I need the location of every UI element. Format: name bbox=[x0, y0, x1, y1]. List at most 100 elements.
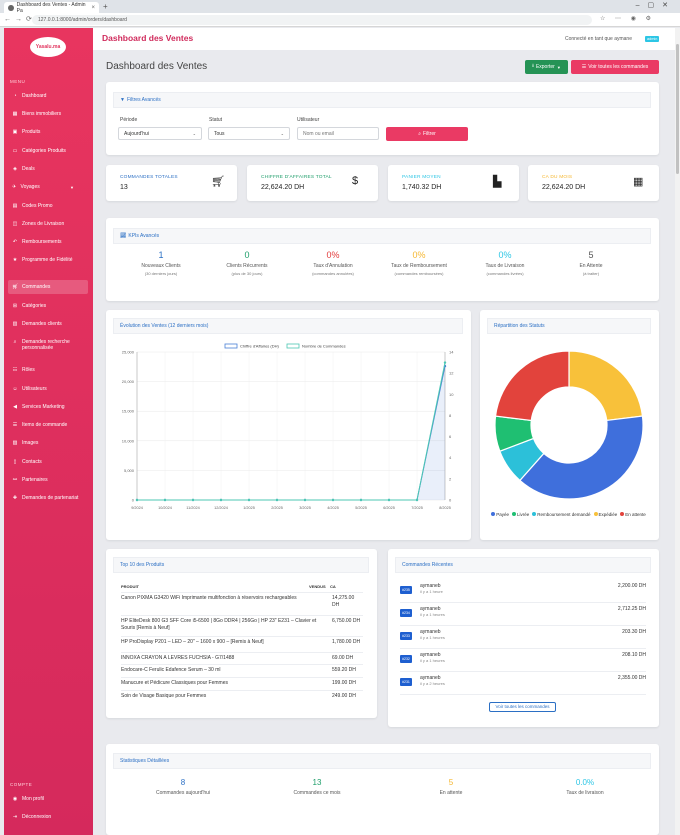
data-point bbox=[163, 498, 167, 502]
sidebar-item-utilisateurs[interactable]: ☺ Utilisateurs bbox=[8, 382, 88, 396]
x-tick-label: 9/2024 bbox=[131, 506, 143, 510]
export-button[interactable]: ⭳ Exporter ▼ bbox=[525, 60, 568, 74]
legend-item-remboursement-demande[interactable]: Remboursement demandé bbox=[532, 512, 591, 517]
scrollbar-thumb[interactable] bbox=[676, 44, 679, 174]
legend-item-payee[interactable]: Payée bbox=[491, 512, 509, 517]
sidebar-item-label: Rôles bbox=[22, 367, 35, 373]
url-input[interactable]: 127.0.0.1:8000/admin/orders/dashboard bbox=[32, 15, 592, 25]
table-row: INNOXA CRAYON A LEVRES FUCHSIA - G7/1488… bbox=[121, 652, 363, 662]
user-search-input[interactable] bbox=[297, 127, 379, 140]
order-user: aymaneb bbox=[420, 583, 441, 589]
stat-card-commandes-totales: COMMANDES TOTALES 13 🛒︎ bbox=[106, 165, 237, 201]
sidebar-item-items-de-commande[interactable]: ☰ Items de commande bbox=[8, 418, 88, 432]
sidebar-item-services-marketing[interactable]: ◀ Services Marketing bbox=[8, 400, 88, 414]
bullhorn-icon: ◀ bbox=[13, 404, 17, 410]
order-id-badge[interactable]: #232 bbox=[400, 655, 412, 663]
sidebar-item-label: Catégories Produits bbox=[22, 148, 66, 154]
sidebar-item-roles[interactable]: ☷ Rôles bbox=[8, 363, 88, 377]
close-tab-icon[interactable]: × bbox=[91, 4, 95, 11]
window-controls[interactable]: –▢✕ bbox=[635, 2, 676, 9]
list-item[interactable]: #233 aymaneb il y a 1 heures 203.30 DH bbox=[400, 626, 646, 649]
search-icon: ⌕ bbox=[418, 131, 422, 137]
legend-label: Remboursement demandé bbox=[537, 512, 591, 517]
order-id-badge[interactable]: #231 bbox=[400, 678, 412, 686]
kpis-title: KPIs Avancés bbox=[128, 233, 160, 239]
top-products-card bbox=[106, 549, 377, 718]
nav-buttons[interactable]: ←→⟳ bbox=[4, 16, 36, 23]
detail-value: 5 bbox=[448, 778, 454, 787]
filter-button[interactable]: ⌕ Filtrer bbox=[386, 127, 468, 141]
list-item[interactable]: #232 aymaneb il y a 1 heures 208.10 DH bbox=[400, 649, 646, 672]
stat-label: CA DU MOIS bbox=[542, 175, 573, 180]
sidebar-item-contacts[interactable]: ▯ Contacts bbox=[8, 455, 88, 469]
view-all-orders-link[interactable]: Voir toutes les commandes bbox=[489, 702, 556, 712]
sidebar-item-deconnexion[interactable]: ⇥ Déconnexion bbox=[8, 810, 88, 824]
sidebar-item-label: Demandes de partenariat bbox=[22, 495, 79, 501]
order-id-badge[interactable]: #233 bbox=[400, 632, 412, 640]
sidebar-item-demandes-clients[interactable]: ▥ Demandes clients bbox=[8, 317, 88, 331]
order-time: il y a 1 heures bbox=[420, 612, 445, 617]
series-area-chiffre-d-affaires-dh bbox=[137, 366, 445, 500]
page-scrollbar[interactable] bbox=[675, 28, 680, 835]
kpi-label: Clients Récurrents bbox=[226, 263, 268, 269]
sidebar-item-voyages[interactable]: ✈ Voyages ▼ bbox=[8, 180, 88, 194]
col-ca: CA bbox=[330, 584, 336, 589]
detail-commandes-aujourd-hui: 8 Commandes aujourd'hui bbox=[128, 778, 238, 796]
order-id-badge[interactable]: #234 bbox=[400, 609, 412, 617]
table-row: HP EliteDesk 800 G3 SFF Core i5-6500 | 8… bbox=[121, 615, 363, 634]
product-sold bbox=[324, 595, 332, 612]
order-amount: 2,355.00 DH bbox=[617, 675, 646, 681]
browser-tab[interactable]: Dashboard des Ventes - Admin Pa × bbox=[4, 2, 99, 14]
order-info: aymaneb il y a 1 heures bbox=[420, 652, 445, 664]
chevron-down-icon: ▼ bbox=[556, 64, 561, 70]
sidebar-item-commandes[interactable]: 🛒︎ Commandes bbox=[8, 280, 88, 294]
detail-label: Taux de livraison bbox=[566, 790, 604, 796]
status-select[interactable]: Tous ⌄ bbox=[208, 127, 290, 140]
product-ca: 14,275.00 DH bbox=[332, 595, 355, 608]
legend-label: Payée bbox=[496, 512, 509, 517]
legend-item-livree[interactable]: Livrée bbox=[511, 512, 529, 517]
y2-tick-label: 0 bbox=[449, 498, 452, 503]
sidebar-item-demandes-recherche-personnalisee[interactable]: ⌕ Demandes recherche personnalisée bbox=[8, 335, 88, 357]
sidebar-item-zones-de-livraison[interactable]: ◫ Zones de Livraison bbox=[8, 217, 88, 231]
sidebar-item-produits[interactable]: ▣ Produits bbox=[8, 125, 88, 139]
sidebar-item-categories-produits[interactable]: ▭ Catégories Produits bbox=[8, 144, 88, 158]
sidebar-item-images[interactable]: ▨ Images bbox=[8, 436, 88, 450]
stat-card-chiffre-d-affaires-total: CHIFFRE D'AFFAIRES TOTAL 22,624.20 DH $ bbox=[247, 165, 378, 201]
sidebar-item-remboursements[interactable]: ↶ Remboursements bbox=[8, 235, 88, 249]
list-item[interactable]: #235 aymaneb il y a 1 heure 2,200.00 DH bbox=[400, 580, 646, 603]
logo[interactable]: Yasalu.ma bbox=[30, 37, 66, 57]
order-info: aymaneb il y a 1 heure bbox=[420, 583, 443, 595]
table-row: HP ProDisplay P201 – LED – 20" – 1600 x … bbox=[121, 636, 363, 650]
sidebar-item-biens-immobiliers[interactable]: ▦ Biens immobiliers bbox=[8, 107, 88, 121]
sidebar-item-partenaires[interactable]: ⚯ Partenaires bbox=[8, 473, 88, 487]
kpi-taux-de-remboursement: 0% Taux de Remboursement (commandes rembou… bbox=[376, 250, 462, 276]
product-name: Soin de Visage Basique pour Femmes bbox=[121, 693, 207, 699]
sidebar-item-deals[interactable]: ◈ Deals bbox=[8, 162, 88, 176]
export-label: Exporter bbox=[535, 64, 555, 70]
order-user: aymaneb bbox=[420, 652, 441, 658]
view-all-orders-button[interactable]: ☰ Voir toutes les commandes bbox=[571, 60, 659, 74]
period-select[interactable]: Aujourd'hui ⌄ bbox=[118, 127, 202, 140]
top-products-title: Top 10 des Produits bbox=[120, 562, 165, 568]
list-item[interactable]: #231 aymaneb il y a 2 heures 2,355.00 DH bbox=[400, 672, 646, 695]
stat-value: 22,624.20 DH bbox=[261, 184, 305, 191]
sidebar-item-demandes-de-partenariat[interactable]: ✚ Demandes de partenariat bbox=[8, 491, 88, 513]
sidebar-item-programme-de-fidelite[interactable]: ★ Programme de Fidélité bbox=[8, 253, 88, 275]
product-sold bbox=[324, 693, 332, 701]
sidebar-item-codes-promo[interactable]: ▤ Codes Promo bbox=[8, 199, 88, 213]
sidebar-item-categories[interactable]: ⊞ Catégories bbox=[8, 299, 88, 313]
legend-label: En attente bbox=[625, 512, 646, 517]
kpi-sub: (30 derniers jours) bbox=[144, 271, 178, 276]
sidebar-item-mon-profil[interactable]: ◉ Mon profil bbox=[8, 792, 88, 806]
y2-tick-label: 14 bbox=[449, 350, 454, 355]
sidebar-item-dashboard[interactable]: ◔ Dashboard bbox=[8, 89, 88, 103]
detailed-stats-title: Statistiques Détaillées bbox=[120, 758, 170, 764]
order-id-badge[interactable]: #235 bbox=[400, 586, 412, 594]
legend-item-en-attente[interactable]: En attente bbox=[620, 512, 646, 517]
list-item[interactable]: #234 aymaneb il y a 1 heures 2,712.25 DH bbox=[400, 603, 646, 626]
browser-toolbar-icons[interactable]: ☆ ⋯ ◉ ⚙ bbox=[600, 16, 655, 22]
legend-item-expediee[interactable]: Expédiée bbox=[593, 512, 617, 517]
x-tick-label: 11/2024 bbox=[186, 506, 199, 510]
new-tab-icon[interactable]: + bbox=[103, 2, 108, 11]
